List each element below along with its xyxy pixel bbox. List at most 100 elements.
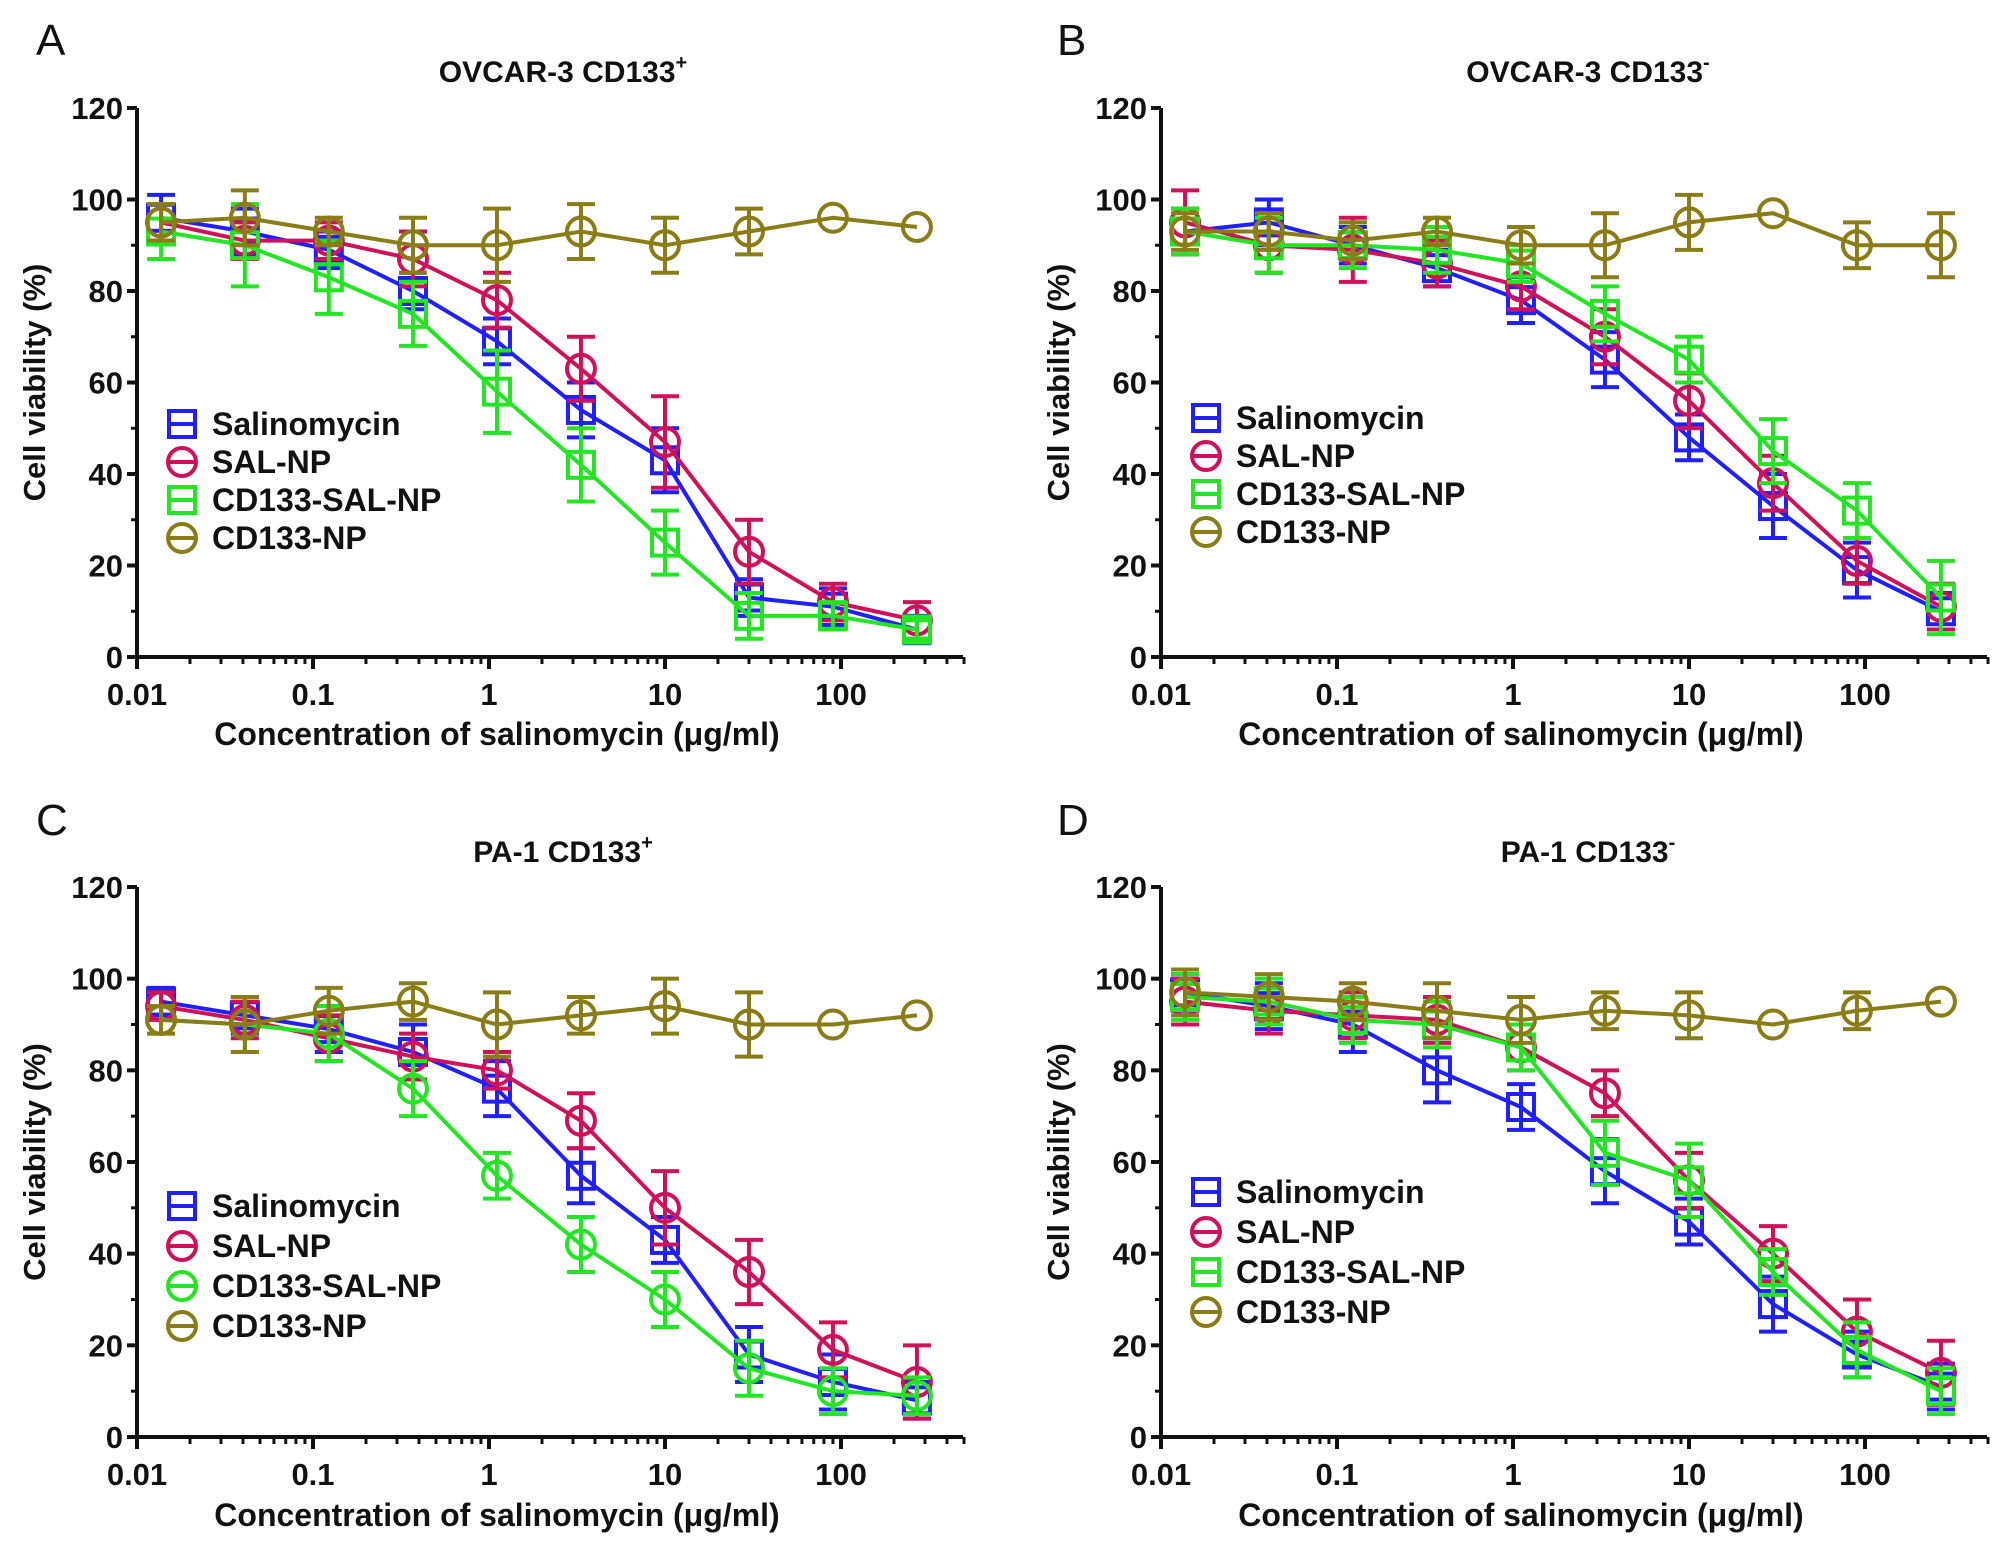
data-point — [816, 1333, 849, 1366]
legend-item: CD133-SAL-NP — [1191, 1254, 1465, 1290]
y-tick-label: 100 — [1095, 183, 1147, 218]
data-point — [1504, 229, 1537, 262]
data-point — [1588, 1077, 1621, 1110]
legend-marker — [167, 409, 197, 439]
data-point — [1589, 298, 1620, 329]
data-point — [397, 985, 430, 1018]
data-point — [481, 376, 512, 407]
data-point — [228, 201, 261, 234]
data-point — [816, 201, 849, 234]
legend-marker — [166, 1230, 198, 1262]
legend-label: CD133-NP — [1236, 1294, 1391, 1330]
x-tick-label: 100 — [1839, 1457, 1891, 1492]
data-point — [564, 1228, 597, 1261]
series-line — [160, 220, 918, 623]
legend-label: CD133-SAL-NP — [1236, 1254, 1465, 1290]
y-tick-label: 120 — [71, 91, 123, 126]
legend-marker — [166, 1270, 198, 1302]
legend-item: CD133-SAL-NP — [167, 482, 441, 518]
series-cd133-sal-np — [146, 202, 932, 645]
legend-item: Salinomycin — [167, 1188, 401, 1224]
y-tick-label: 80 — [89, 1053, 123, 1088]
x-tick-label: 1 — [480, 1457, 497, 1492]
panel-c: C PA-1 CD133+ 0 20 40 60 80 100 120 0.01 0.1 1 10 100… — [17, 796, 966, 1533]
legend-item: SAL-NP — [166, 1228, 331, 1264]
data-point — [564, 215, 597, 248]
data-point — [397, 1072, 430, 1105]
x-tick-label: 10 — [648, 677, 682, 712]
series-line — [160, 215, 918, 248]
panel-letter: C — [36, 796, 68, 845]
data-point — [1421, 994, 1454, 1027]
chart-title: PA-1 CD133+ — [473, 832, 653, 869]
legend-marker — [166, 1310, 198, 1342]
y-tick-label: 20 — [89, 1328, 123, 1363]
y-tick-label: 120 — [1095, 870, 1147, 905]
chart-title: OVCAR-3 CD133+ — [439, 52, 687, 89]
data-point — [816, 1375, 849, 1408]
panel-b: B OVCAR-3 CD133- 0 20 40 60 80 100 120 0.01 0.1 1 10… — [1041, 16, 1990, 752]
series-line — [1184, 999, 1942, 1375]
legend-item: Salinomycin — [167, 406, 401, 442]
data-point — [1757, 1257, 1788, 1287]
chart-title: OVCAR-3 CD133- — [1466, 52, 1709, 89]
data-point — [1756, 197, 1789, 230]
data-point — [1504, 1003, 1537, 1036]
series-line — [1184, 220, 1942, 614]
data-point — [1756, 1008, 1789, 1041]
data-point — [398, 298, 429, 329]
y-tick-label: 0 — [1130, 640, 1147, 675]
series-line — [1185, 211, 1941, 248]
y-tick-label: 40 — [89, 1237, 123, 1272]
y-tick-label: 80 — [1113, 274, 1147, 309]
x-tick-label: 100 — [1839, 677, 1891, 712]
x-tick-label: 1 — [480, 677, 497, 712]
data-point — [1673, 206, 1705, 239]
series-line — [1184, 990, 1942, 1027]
chart-title: PA-1 CD133- — [1501, 832, 1676, 869]
series-line — [160, 229, 918, 632]
x-tick-label: 0.01 — [1131, 1457, 1191, 1492]
legend-item: CD133-NP — [1190, 1294, 1391, 1330]
data-point — [1840, 544, 1873, 577]
title-superscript: - — [1669, 832, 1676, 854]
series-cd133-np — [145, 188, 933, 284]
data-point — [313, 262, 344, 293]
data-point — [564, 352, 597, 385]
legend-item: SAL-NP — [1190, 1214, 1355, 1250]
data-point — [1252, 981, 1285, 1013]
data-point — [1925, 1376, 1956, 1407]
legend-marker — [1190, 1296, 1222, 1328]
y-tick-label: 20 — [89, 549, 123, 584]
data-point — [564, 1104, 597, 1137]
legend-label: CD133-NP — [212, 520, 367, 556]
legend-label: SAL-NP — [212, 444, 331, 480]
data-point — [732, 1256, 765, 1288]
data-point — [1674, 344, 1704, 375]
data-point — [1421, 215, 1454, 248]
series-line — [1184, 990, 1942, 1389]
legend-label: CD133-NP — [1236, 514, 1391, 550]
legend-marker — [167, 1191, 197, 1221]
legend-item: CD133-SAL-NP — [1191, 476, 1465, 512]
data-point — [649, 1283, 681, 1316]
data-point — [1336, 985, 1369, 1018]
y-tick-label: 0 — [1130, 1420, 1147, 1455]
data-point — [480, 229, 513, 262]
legend-marker — [167, 485, 197, 515]
data-point — [564, 999, 597, 1032]
legend-label: Salinomycin — [1236, 400, 1425, 436]
data-point — [732, 535, 765, 568]
legend-item: CD133-NP — [166, 1308, 367, 1344]
x-tick-label: 100 — [815, 677, 867, 712]
series-line — [1184, 995, 1942, 1393]
data-point — [732, 1352, 765, 1385]
legend-marker — [1191, 479, 1221, 509]
y-tick-label: 100 — [1095, 962, 1147, 997]
legend-marker — [1190, 440, 1222, 472]
series-line — [160, 999, 918, 1403]
data-point — [1588, 229, 1621, 262]
legend-label: CD133-SAL-NP — [212, 482, 441, 518]
legend-label: CD133-SAL-NP — [212, 1268, 441, 1304]
